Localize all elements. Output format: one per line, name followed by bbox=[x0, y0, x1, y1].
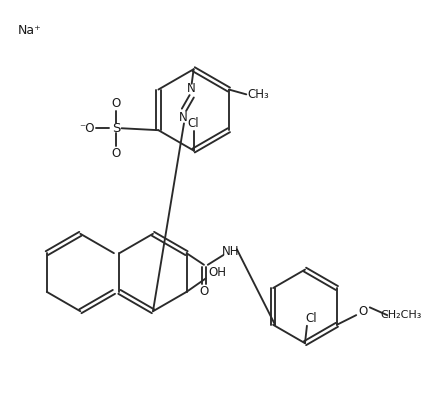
Text: Na⁺: Na⁺ bbox=[17, 24, 41, 37]
Text: O: O bbox=[111, 97, 120, 110]
Text: N: N bbox=[179, 111, 187, 124]
Text: CH₂CH₃: CH₂CH₃ bbox=[380, 310, 422, 320]
Text: Cl: Cl bbox=[305, 312, 316, 325]
Text: CH₃: CH₃ bbox=[247, 88, 269, 101]
Text: O: O bbox=[199, 285, 208, 298]
Text: OH: OH bbox=[208, 266, 227, 279]
Text: ⁻O: ⁻O bbox=[79, 122, 95, 135]
Text: Cl: Cl bbox=[188, 117, 200, 130]
Text: O: O bbox=[358, 305, 368, 318]
Text: N: N bbox=[187, 82, 196, 95]
Text: O: O bbox=[111, 147, 120, 160]
Text: S: S bbox=[112, 122, 120, 135]
Text: NH: NH bbox=[222, 245, 240, 258]
